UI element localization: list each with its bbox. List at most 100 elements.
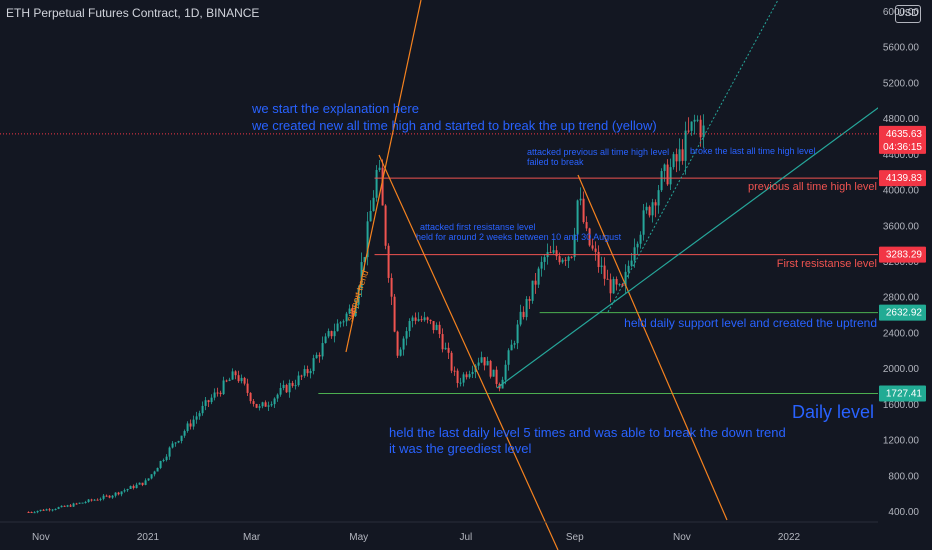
- y-tick-label: 400.00: [888, 507, 919, 518]
- candle-body: [168, 447, 171, 457]
- candle-body: [180, 435, 183, 441]
- candle-body: [696, 119, 699, 121]
- candle-body: [588, 228, 591, 246]
- y-tick-label: 800.00: [888, 471, 919, 482]
- candle-body: [69, 505, 72, 507]
- candle-body: [72, 503, 75, 507]
- candle-body: [186, 423, 189, 432]
- candle-body: [318, 354, 321, 357]
- candle-body: [207, 400, 210, 403]
- candle-body: [348, 308, 351, 314]
- candle-body: [648, 206, 651, 216]
- candle-body: [690, 121, 693, 131]
- candle-body: [39, 509, 42, 511]
- candle-body: [141, 482, 144, 485]
- candle-body: [621, 284, 624, 287]
- candle-body: [489, 360, 492, 377]
- candle-body: [399, 349, 402, 356]
- candle-body: [174, 442, 177, 444]
- price-axis[interactable]: 6000.00 5600.00 5200.00 4800.00 4400.00 4000.…: [878, 0, 932, 550]
- candle-body: [336, 323, 339, 332]
- candle-body: [309, 370, 312, 374]
- candle-body: [201, 405, 204, 414]
- candle-body: [138, 482, 141, 485]
- candle-body: [612, 278, 615, 294]
- candle-body: [576, 200, 579, 235]
- currency-button[interactable]: USD: [895, 5, 921, 23]
- candle-body: [84, 502, 87, 504]
- x-tick-label: May: [349, 532, 368, 543]
- candle-body: [51, 509, 54, 511]
- candle-body: [540, 261, 543, 269]
- time-axis[interactable]: Nov 2021 Mar May Jul Sep Nov 2022: [0, 521, 878, 543]
- y-tick-label: 1200.00: [883, 436, 920, 447]
- candle-body: [549, 251, 552, 253]
- candle-body: [288, 382, 291, 393]
- price-tag-value: 1727.41: [886, 388, 923, 399]
- candle-body: [480, 357, 483, 363]
- y-tick-label: 2400.00: [883, 328, 920, 339]
- candle-body: [333, 331, 336, 337]
- candle-body: [531, 280, 534, 301]
- candle-body: [27, 512, 30, 513]
- chart-title: ETH Perpetual Futures Contract, 1D, BINA…: [6, 6, 260, 20]
- candle-body: [162, 460, 165, 462]
- candle-body: [558, 256, 561, 263]
- candle-body: [105, 495, 108, 497]
- y-tick-label: 3600.00: [883, 221, 920, 232]
- x-tick-label: Mar: [243, 532, 261, 543]
- candle-body: [495, 369, 498, 384]
- downtrend-line-second: [577, 174, 728, 521]
- candle-body: [444, 347, 447, 350]
- candle-body: [462, 374, 465, 383]
- candle-body: [459, 382, 462, 384]
- candle-body: [81, 502, 84, 504]
- y-tick-label: 4400.00: [883, 150, 920, 161]
- candle-body: [330, 331, 333, 337]
- candle-body: [441, 334, 444, 350]
- candle-body: [90, 499, 93, 501]
- candle-body: [552, 250, 555, 253]
- candle-body: [567, 256, 570, 261]
- candle-body: [486, 360, 489, 366]
- candle-body: [126, 488, 129, 491]
- candle-body: [360, 262, 363, 289]
- x-tick-label: Nov: [32, 532, 50, 543]
- candle-body: [687, 130, 690, 132]
- candle-body: [60, 505, 63, 508]
- x-tick-label: 2021: [137, 532, 160, 543]
- candle-body: [432, 321, 435, 331]
- uptrend-line-teal: [496, 104, 883, 389]
- candle-body: [375, 170, 378, 198]
- candle-body: [411, 317, 414, 322]
- candle-body: [270, 404, 273, 406]
- candle-body: [420, 319, 423, 321]
- candle-body: [450, 352, 453, 371]
- candle-body: [594, 248, 597, 252]
- candle-body: [516, 324, 519, 344]
- price-tag-value: 3283.29: [886, 250, 923, 261]
- candle-body: [246, 383, 249, 393]
- annotation-held-daily-line2: it was the greediest level: [389, 441, 531, 456]
- candle-body: [627, 265, 630, 272]
- y-tick-label: 6000.00: [883, 7, 920, 18]
- candle-body: [633, 247, 636, 261]
- candle-body: [189, 423, 192, 427]
- annotation-support-uptrend: held daily support level and created the…: [624, 316, 877, 330]
- candle-body: [702, 125, 705, 138]
- candle-body: [99, 498, 102, 500]
- candle-body: [354, 304, 357, 317]
- x-tick-label: Nov: [673, 532, 691, 543]
- candle-body: [525, 299, 528, 318]
- candle-body: [402, 338, 405, 350]
- candle-body: [513, 343, 516, 345]
- candle-body: [651, 202, 654, 216]
- price-tag-countdown: 04:36:15: [883, 142, 922, 153]
- candle-body: [573, 234, 576, 257]
- candle-body: [117, 492, 120, 495]
- support-trendline-yellow: [345, 0, 422, 353]
- candle-body: [108, 495, 111, 498]
- candle-body: [315, 354, 318, 359]
